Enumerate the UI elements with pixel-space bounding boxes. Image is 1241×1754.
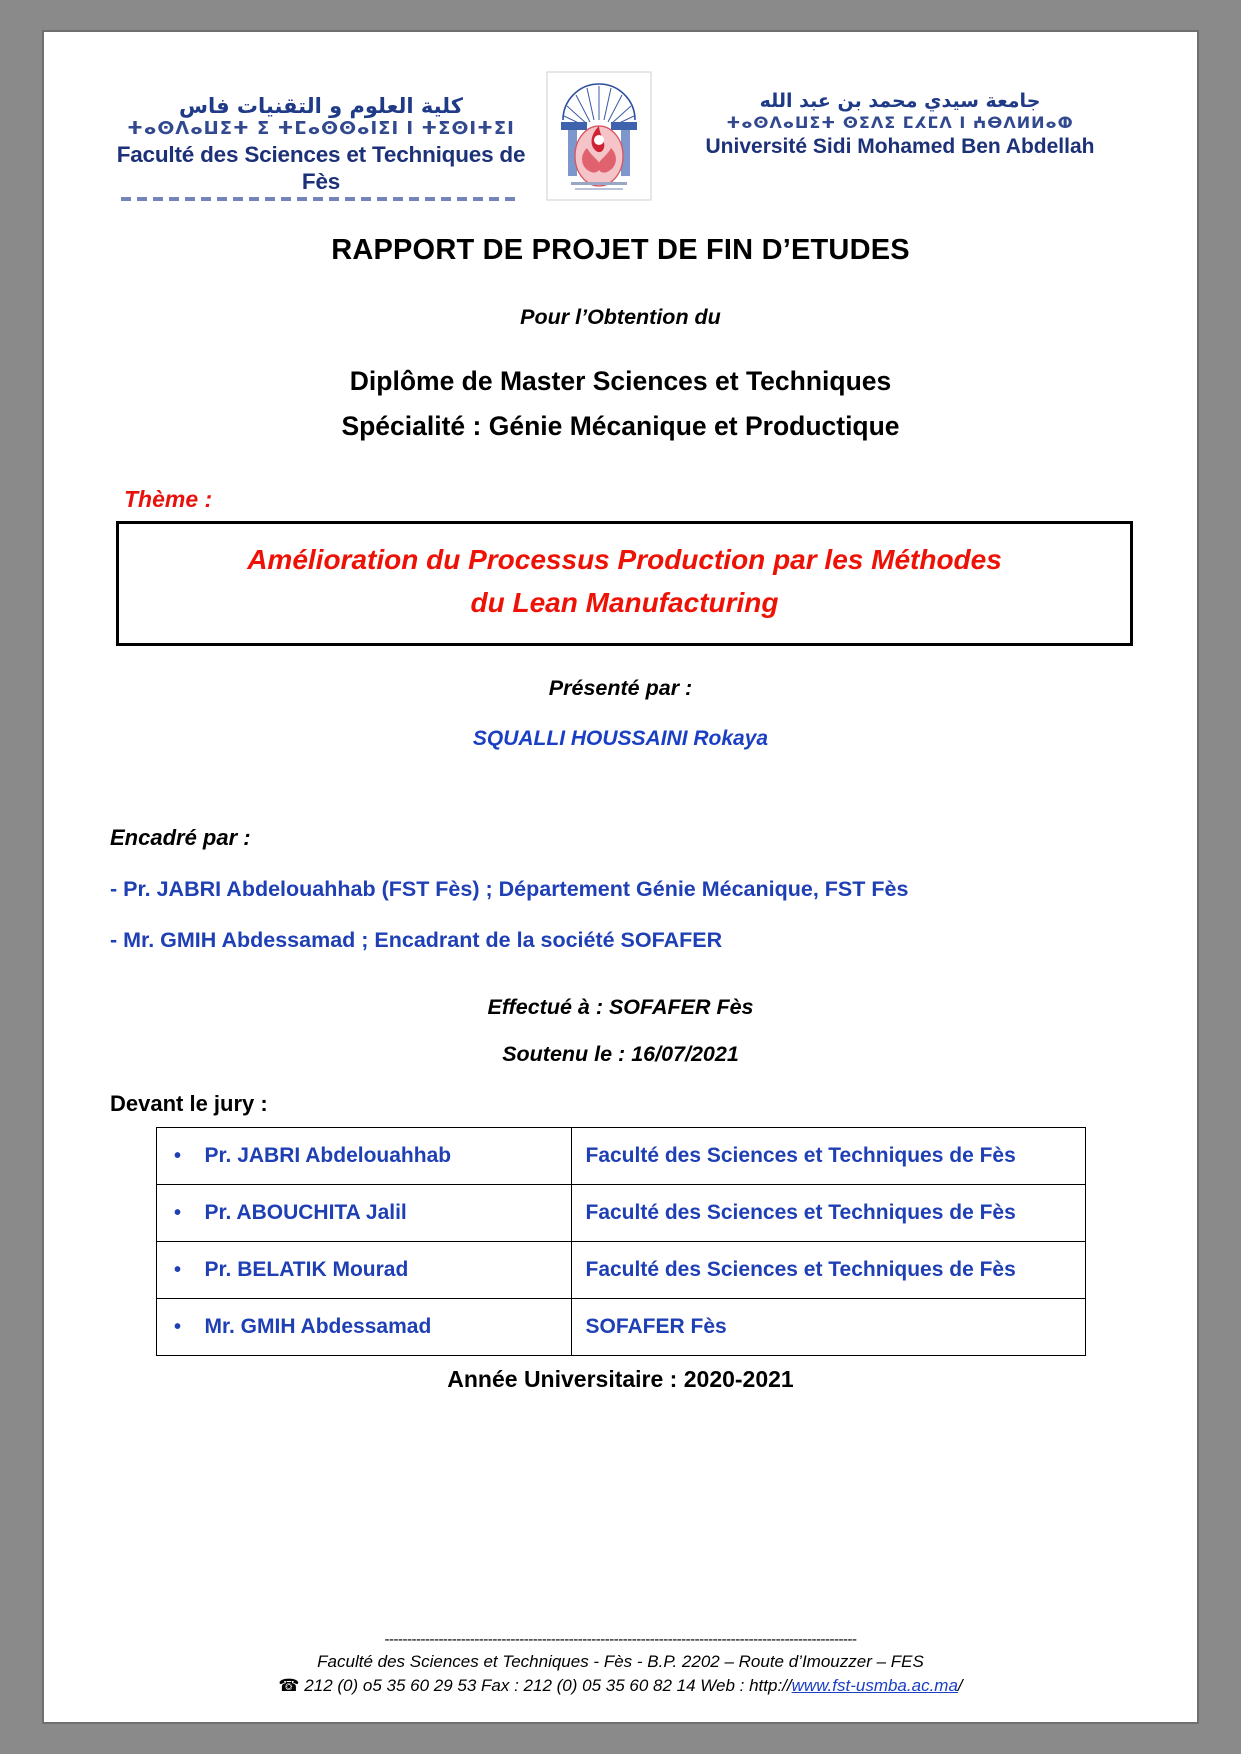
fst-logo-arabic: كلية العلوم و التقنيات فاس — [179, 94, 463, 118]
supervisor-entry-2: - Mr. GMIH Abdessamad ; Encadrant de la … — [110, 927, 723, 952]
jury-name-cell: • Pr. BELATIK Mourad — [155, 1240, 572, 1299]
table-row: • Pr. ABOUCHITA Jalil Faculté des Scienc… — [155, 1183, 1086, 1242]
bullet-icon: • — [173, 1258, 181, 1281]
speciality-title: Spécialité : Génie Mécanique et Producti… — [341, 411, 900, 441]
theme-box: Amélioration du Processus Production par… — [116, 521, 1133, 646]
fst-logo-underline — [121, 196, 521, 201]
footer-divider: ----------------------------------------… — [384, 1631, 858, 1648]
usmba-logo-arabic: جامعة سيدي محمد بن عبد الله — [759, 90, 1041, 112]
jury-label: Devant le jury : — [110, 1090, 268, 1116]
internship-location: Effectué à : SOFAFER Fès — [487, 994, 754, 1019]
jury-table: • Pr. JABRI Abdelouahhab Faculté des Sci… — [155, 1126, 1086, 1356]
page-footer: ----------------------------------------… — [100, 1631, 1141, 1696]
fst-logo-french: Faculté des Sciences et Techniques de Fè… — [116, 141, 526, 194]
diploma-title: Diplôme de Master Sciences et Techniques — [349, 366, 892, 396]
jury-member-name: Pr. BELATIK Mourad — [204, 1257, 409, 1281]
report-main-title: RAPPORT DE PROJET DE FIN D’ETUDES — [331, 234, 910, 266]
table-row: • Pr. BELATIK Mourad Faculté des Science… — [155, 1240, 1086, 1299]
usmba-logo-tifinagh: ⵜⴰⵙⴷⴰⵡⵉⵜ ⵙⵉⴷⵉ ⵎⵃⵎⴷ ⵏ ⵄⴱⴷⵍⵍⴰⵀ — [726, 112, 1074, 132]
theme-line-1: Amélioration du Processus Production par… — [247, 544, 1002, 575]
fst-logo-tifinagh: ⵜⴰⵙⴷⴰⵡⵉⵜ ⵉ ⵜⵎⴰⵙⵙⴰⵏⵉⵏ ⵏ ⵜⵉⵙⵏⵜⵉⵏ — [127, 118, 515, 140]
presented-by-label: Présenté par : — [548, 675, 693, 700]
bullet-icon: • — [173, 1201, 181, 1224]
fst-fes-logo: كلية العلوم و التقنيات فاس ⵜⴰⵙⴷⴰⵡⵉⵜ ⵉ ⵜⵎ… — [106, 66, 536, 201]
table-row: • Mr. GMIH Abdessamad SOFAFER Fès — [155, 1297, 1086, 1356]
footer-contact-suffix: / — [957, 1676, 963, 1695]
jury-name-cell: • Mr. GMIH Abdessamad — [155, 1297, 572, 1356]
jury-affiliation-cell: Faculté des Sciences et Techniques de Fè… — [570, 1126, 1086, 1185]
jury-affiliation-cell: Faculté des Sciences et Techniques de Fè… — [570, 1183, 1086, 1242]
footer-address: Faculté des Sciences et Techniques - Fès… — [317, 1652, 924, 1671]
page-content: كلية العلوم و التقنيات فاس ⵜⴰⵙⴷⴰⵡⵉⵜ ⵉ ⵜⵎ… — [44, 32, 1197, 1722]
jury-member-name: Pr. JABRI Abdelouahhab — [204, 1143, 452, 1167]
table-row: • Pr. JABRI Abdelouahhab Faculté des Sci… — [155, 1126, 1086, 1185]
supervision-label: Encadré par : — [110, 824, 251, 850]
jury-affiliation-cell: SOFAFER Fès — [570, 1297, 1086, 1356]
theme-line-2: du Lean Manufacturing — [470, 587, 779, 619]
jury-member-name: Pr. ABOUCHITA Jalil — [204, 1200, 407, 1224]
footer-contact-text: 212 (0) o5 35 60 29 53 Fax : 212 (0) 05 … — [304, 1676, 792, 1695]
academic-year: Année Universitaire : 2020-2021 — [447, 1365, 794, 1392]
report-obtention-line: Pour l’Obtention du — [520, 305, 721, 329]
footer-contact: ☎ 212 (0) o5 35 60 29 53 Fax : 212 (0) 0… — [100, 1676, 1141, 1696]
theme-label: Thème : — [124, 486, 213, 512]
jury-member-name: Mr. GMIH Abdessamad — [204, 1314, 432, 1338]
phone-icon: ☎ — [278, 1676, 300, 1696]
jury-name-cell: • Pr. ABOUCHITA Jalil — [155, 1183, 572, 1242]
footer-website-link[interactable]: www.fst-usmba.ac.ma — [791, 1676, 958, 1695]
jury-affiliation-cell: Faculté des Sciences et Techniques de Fè… — [570, 1240, 1086, 1299]
usmba-emblem-icon — [545, 66, 657, 207]
student-name: SQUALLI HOUSSAINI Rokaya — [472, 726, 769, 750]
document-page: كلية العلوم و التقنيات فاس ⵜⴰⵙⴷⴰⵡⵉⵜ ⵉ ⵜⵎ… — [42, 30, 1199, 1724]
page-header: كلية العلوم و التقنيات فاس ⵜⴰⵙⴷⴰⵡⵉⵜ ⵉ ⵜⵎ… — [100, 58, 1141, 201]
defense-date: Soutenu le : 16/07/2021 — [502, 1041, 739, 1066]
supervisor-entry-1: - Pr. JABRI Abdelouahhab (FST Fès) ; Dép… — [110, 876, 909, 901]
usmba-logo: جامعة سيدي محمد بن عبد الله ⵜⴰⵙⴷⴰⵡⵉⵜ ⵙⵉⴷ… — [665, 66, 1135, 160]
usmba-logo-french: Université Sidi Mohamed Ben Abdellah — [705, 134, 1095, 158]
jury-name-cell: • Pr. JABRI Abdelouahhab — [155, 1126, 572, 1185]
bullet-icon: • — [173, 1315, 181, 1338]
bullet-icon: • — [173, 1144, 181, 1167]
